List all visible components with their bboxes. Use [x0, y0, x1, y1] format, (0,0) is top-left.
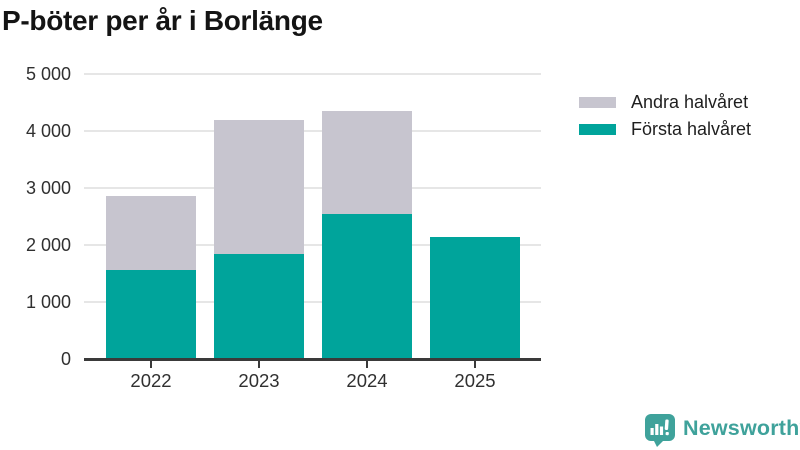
- newsworthy-logo: Newsworthy: [644, 413, 800, 448]
- legend-item-andra-halvaret: Andra halvåret: [579, 92, 751, 113]
- bar-2024-f-rsta-halv-ret: [322, 213, 412, 359]
- chart-title: P-böter per år i Borlänge: [2, 5, 323, 36]
- bar-2022-f-rsta-halv-ret: [106, 270, 196, 359]
- gridline-5000: [84, 73, 541, 75]
- x-tick-label-2022: 2022: [130, 370, 172, 391]
- x-tick-2024: [366, 361, 368, 368]
- y-tick-label-4000: 4 000: [25, 121, 71, 141]
- x-axis-line: [84, 358, 541, 361]
- y-tick-label-3000: 3 000: [25, 178, 71, 198]
- legend-swatch-forsta-halvaret: [579, 124, 616, 135]
- y-tick-label-0: 0: [60, 349, 71, 369]
- x-tick-2023: [258, 361, 260, 368]
- bar-2022-andra-halv-ret: [106, 195, 196, 271]
- plot-area: 0 1 000 2 000 3 000 4 000 5 000 2022 2023 2024 20…: [26, 64, 541, 391]
- legend-swatch-andra-halvaret: [579, 97, 616, 108]
- gridline-1000: [84, 301, 541, 303]
- x-tick-label-2024: 2024: [346, 370, 388, 391]
- y-tick-label-1000: 1 000: [25, 292, 71, 312]
- y-tick-label-5000: 5 000: [25, 64, 71, 84]
- bar-2023-f-rsta-halv-ret: [214, 253, 304, 359]
- gridline-2000: [84, 244, 541, 246]
- legend: Andra halvåret Första halvåret: [579, 92, 751, 140]
- x-tick-2022: [150, 361, 152, 368]
- bar-2023-andra-halv-ret: [214, 120, 304, 254]
- bar-chart-speech-bubble-icon: [645, 414, 675, 447]
- gridline-4000: [84, 130, 541, 132]
- bar-2024-andra-halv-ret: [322, 111, 412, 214]
- gridline-3000: [84, 187, 541, 189]
- y-tick-label-2000: 2 000: [25, 235, 71, 255]
- legend-item-forsta-halvaret: Första halvåret: [579, 119, 751, 140]
- legend-label-andra-halvaret: Andra halvåret: [631, 92, 749, 112]
- x-tick-label-2025: 2025: [454, 370, 496, 391]
- legend-label-forsta-halvaret: Första halvåret: [631, 119, 752, 139]
- newsworthy-wordmark: Newsworthy: [683, 416, 800, 440]
- bar-2025-f-rsta-halv-ret: [430, 237, 520, 359]
- x-tick-label-2023: 2023: [238, 370, 280, 391]
- x-tick-2025: [474, 361, 476, 368]
